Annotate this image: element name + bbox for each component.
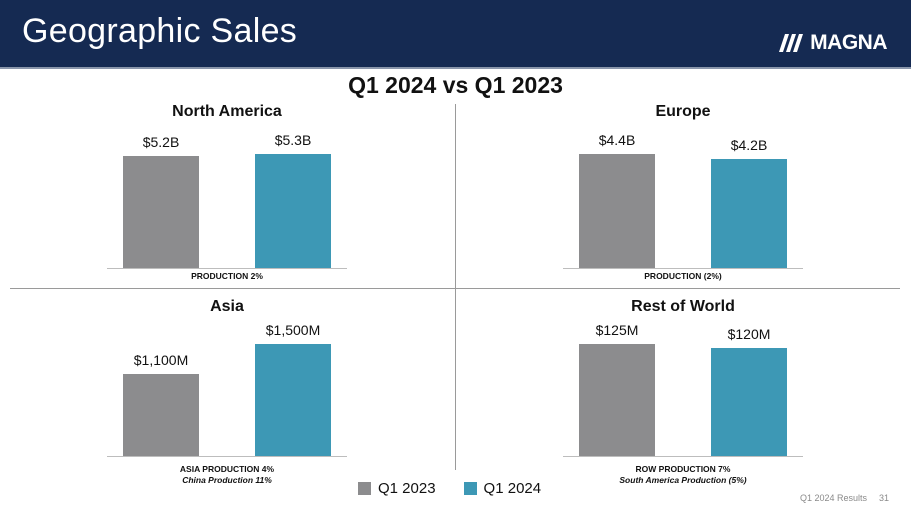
production-note: ROW PRODUCTION 7% South America Productio… (533, 464, 833, 486)
bar-asia-q1-2023 (123, 373, 199, 456)
chart-title-north-america: North America (172, 103, 282, 120)
slide-subtitle: Q1 2024 vs Q1 2023 (348, 72, 563, 98)
magna-logo-icon (779, 34, 804, 52)
note-main: PRODUCTION 2% (191, 271, 263, 281)
legend: Q1 2023 Q1 2024 (358, 480, 569, 497)
baseline (107, 268, 347, 269)
baseline (107, 456, 347, 457)
bar-north-america-q1-2023 (123, 156, 199, 268)
data-label: $125M (595, 322, 639, 338)
bar-rest-of-world-q1-2023 (579, 344, 655, 456)
baseline (563, 268, 803, 269)
note-main: ASIA PRODUCTION 4% (179, 464, 275, 474)
bar-rest-of-world-q1-2024 (711, 348, 787, 456)
vertical-divider (455, 104, 456, 470)
page-title: Geographic Sales (22, 12, 298, 50)
data-label: $1,500M (265, 322, 321, 338)
legend-swatch-q1-2023 (358, 482, 371, 495)
note-main: PRODUCTION (2%) (644, 271, 722, 281)
data-label: $5.2B (142, 134, 180, 151)
production-note: ASIA PRODUCTION 4% China Production 11% (77, 464, 377, 486)
page-number: 31 (878, 493, 889, 503)
bar-north-america-q1-2024 (255, 154, 331, 268)
chart-title-europe: Europe (655, 103, 711, 120)
footer: Q1 2024 Results 31 (800, 493, 889, 503)
baseline (563, 456, 803, 457)
legend-swatch-q1-2024 (463, 482, 477, 495)
chart-title-asia: Asia (210, 298, 244, 315)
data-label: $4.4B (598, 132, 636, 148)
legend-item-q1-2023: Q1 2023 (358, 480, 436, 497)
bar-asia-q1-2024 (255, 344, 331, 456)
horizontal-divider (10, 288, 900, 289)
slide-header: Geographic Sales MAGNA (0, 0, 911, 69)
production-note: PRODUCTION 2% (77, 271, 377, 282)
magna-logo: MAGNA (779, 31, 887, 55)
production-note: PRODUCTION (2%) (533, 271, 833, 282)
data-label: $4.2B (730, 137, 768, 154)
data-label: $120M (727, 326, 771, 343)
bar-europe-q1-2024 (711, 159, 787, 268)
note-sub: South America Production (5%) (619, 475, 747, 485)
brand-name: MAGNA (810, 31, 887, 54)
note-main: ROW PRODUCTION 7% (635, 464, 731, 474)
bar-europe-q1-2023 (579, 154, 655, 268)
footer-text: Q1 2024 Results (799, 493, 867, 503)
data-label: $1,100M (133, 351, 189, 368)
legend-label: Q1 2024 (483, 480, 542, 497)
data-label: $5.3B (274, 132, 312, 148)
chart-title-rest-of-world: Rest of World (631, 298, 735, 315)
legend-item-q1-2024: Q1 2024 (463, 480, 542, 497)
legend-label: Q1 2023 (378, 480, 436, 497)
note-sub: China Production 11% (182, 475, 272, 485)
